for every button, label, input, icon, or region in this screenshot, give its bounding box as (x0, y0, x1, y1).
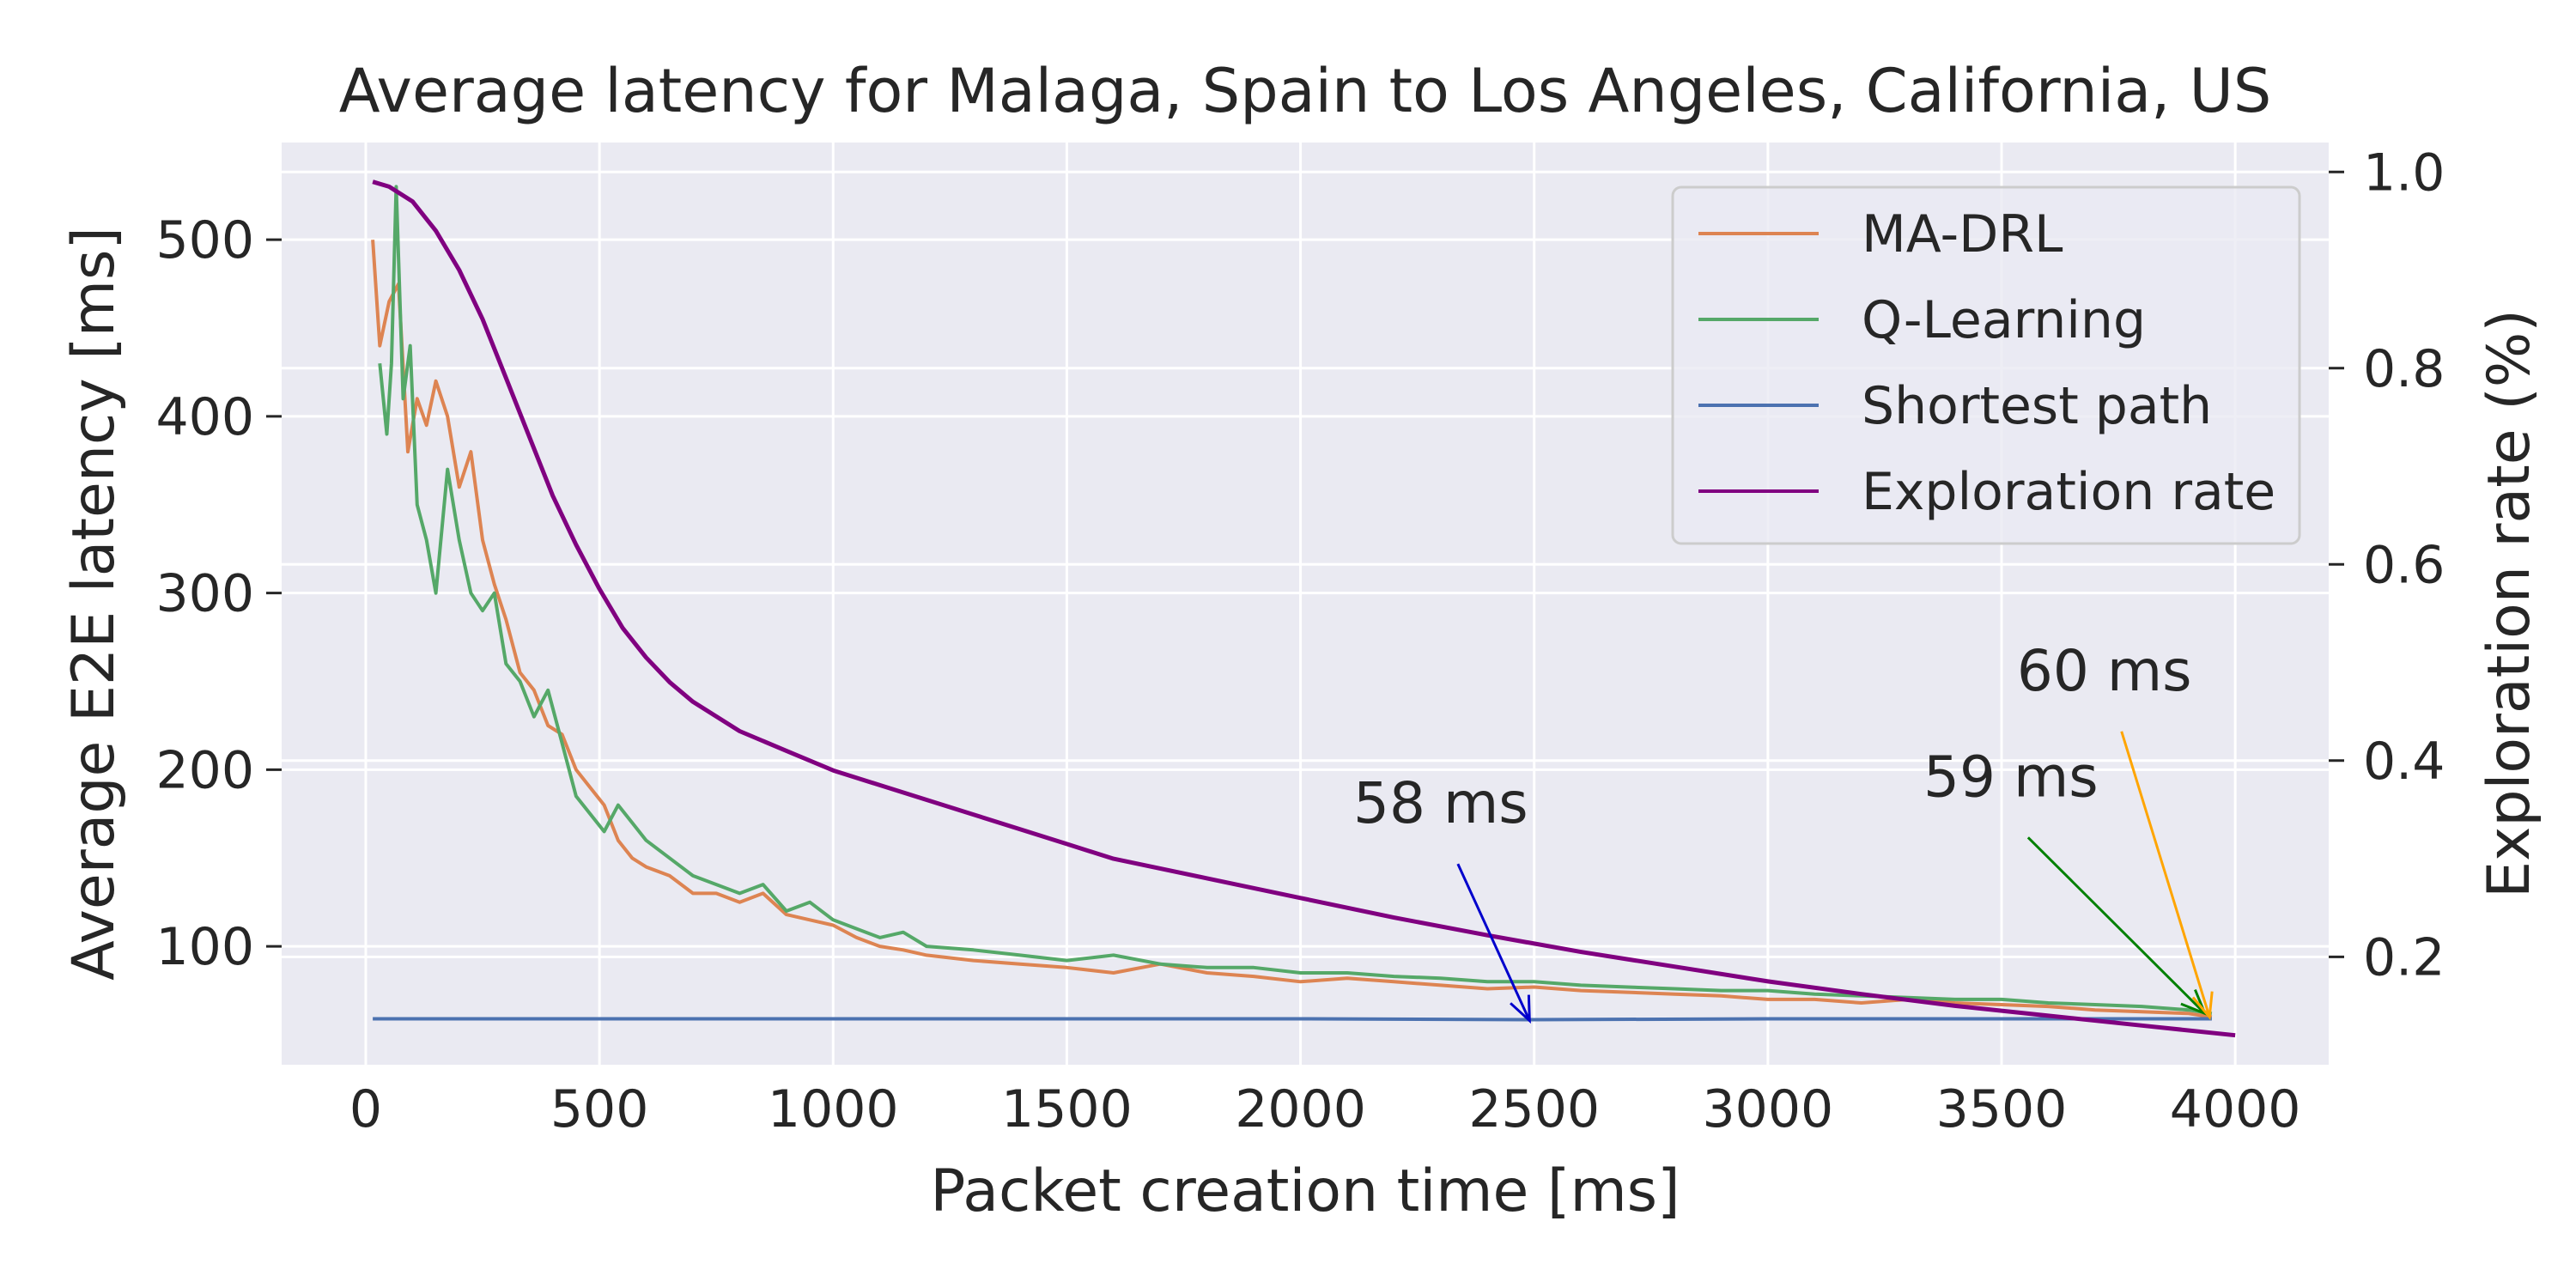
annotation-label: 60 ms (2017, 638, 2192, 704)
y-tick-label: 300 (155, 564, 254, 624)
legend-label-exploration-rate: Exploration rate (1862, 462, 2275, 522)
y2-tick-label: 0.4 (2363, 732, 2445, 792)
y2-axis-label: Exploration rate (%) (2476, 309, 2543, 898)
x-tick-label: 3000 (1702, 1079, 1833, 1139)
x-tick-label: 500 (550, 1079, 649, 1139)
series-line-exploration-rate (372, 179, 2236, 1038)
series-line-shortest-path (373, 1017, 2212, 1022)
legend-label-q-learning: Q-Learning (1862, 290, 2146, 350)
annotation-arrowhead (2191, 991, 2214, 1021)
annotation-label: 59 ms (1923, 744, 2099, 810)
ticks: 0 500 1000 1500 2000 2500 3000 3500 4000 100 200 30… (155, 143, 2445, 1139)
legend-label-ma-drl: MA-DRL (1862, 204, 2063, 264)
x-tick-label: 4000 (2170, 1079, 2301, 1139)
series-line-ma-drl (371, 240, 2213, 1019)
y-tick-label: 200 (155, 740, 254, 800)
annotation-arrow (2026, 836, 2206, 1015)
annotation-arrowhead (1510, 994, 1531, 1024)
x-tick-label: 1500 (1001, 1079, 1133, 1139)
y-tick-label: 500 (155, 210, 254, 270)
x-tick-label: 0 (349, 1079, 382, 1139)
y2-tick-label: 0.8 (2363, 339, 2445, 399)
annotation-arrow (1456, 863, 1531, 1022)
chart-title: Average latency for Malaga, Spain to Los… (339, 56, 2272, 126)
annotations: 58 ms 59 ms 60 ms (1353, 638, 2214, 1024)
legend-label-shortest-path: Shortest path (1862, 376, 2212, 436)
y2-tick-label: 0.6 (2363, 535, 2445, 595)
y2-tick-label: 0.2 (2363, 927, 2445, 987)
annotation-label: 58 ms (1353, 770, 1528, 836)
x-tick-label: 1000 (768, 1079, 899, 1139)
x-axis-label: Packet creation time [ms] (930, 1157, 1680, 1225)
y-tick-label: 100 (155, 917, 254, 977)
x-tick-label: 2000 (1235, 1079, 1366, 1139)
series-line-q-learning (378, 185, 2213, 1016)
series-layer (371, 179, 2236, 1038)
annotation-arrow (2120, 731, 2211, 1018)
x-tick-label: 2500 (1468, 1079, 1600, 1139)
x-tick-label: 3500 (1936, 1079, 2068, 1139)
y-axis-label: Average E2E latency [ms] (60, 227, 128, 981)
y-tick-label: 400 (155, 387, 254, 447)
legend: MA-DRL Q-Learning Shortest path Explorat… (1671, 185, 2301, 545)
legend-box (1671, 185, 2301, 545)
y2-tick-label: 1.0 (2363, 143, 2445, 203)
